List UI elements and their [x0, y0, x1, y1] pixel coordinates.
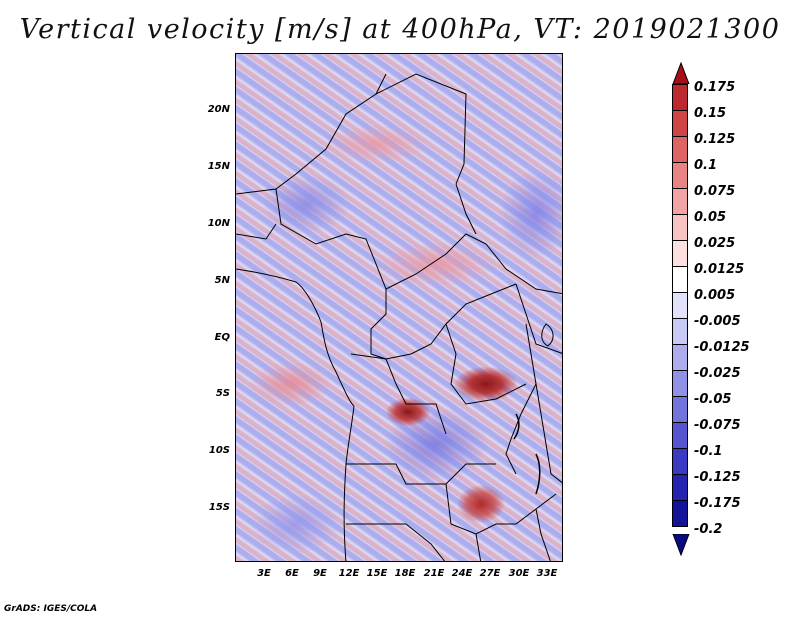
colorbar-top-arrow [672, 62, 690, 84]
colorbar-label: 0.05 [694, 210, 727, 225]
colorbar-swatch [672, 448, 688, 475]
colorbar-swatch [672, 318, 688, 345]
colorbar-bottom-arrow [672, 534, 690, 556]
colorbar-label: 0.025 [694, 236, 736, 251]
colorbar-swatch [672, 500, 688, 527]
colorbar-swatch [672, 266, 688, 293]
country-borders [236, 73, 562, 561]
colorbar-label: -0.005 [694, 314, 741, 329]
lon-tick-label: 9E [313, 568, 327, 579]
colorbar-swatch [672, 292, 688, 319]
lat-tick-label: EQ [214, 332, 230, 343]
colorbar-swatch [672, 370, 688, 397]
chart-title: Vertical velocity [m/s] at 400hPa, VT: 2… [19, 14, 781, 45]
colorbar-swatch [672, 474, 688, 501]
lon-tick-label: 33E [536, 568, 558, 579]
lon-tick-label: 18E [394, 568, 416, 579]
velocity-map [235, 53, 563, 562]
colorbar-label: 0.075 [694, 184, 736, 199]
lon-tick-label: 24E [451, 568, 473, 579]
colorbar-swatch [672, 344, 688, 371]
colorbar-label: -0.075 [694, 418, 741, 433]
colorbar-label: 0.175 [694, 80, 736, 95]
lat-tick-label: 5S [215, 388, 230, 399]
colorbar-label: -0.2 [694, 522, 723, 537]
grads-credit: GrADS: IGES/COLA [4, 604, 98, 614]
colorbar-swatch [672, 422, 688, 449]
lat-tick-label: 20N [207, 104, 230, 115]
colorbar-swatch [672, 396, 688, 423]
colorbar-label: 0.15 [694, 106, 727, 121]
lat-tick-label: 10S [208, 445, 230, 456]
lon-tick-label: 15E [366, 568, 388, 579]
colorbar-swatch [672, 240, 688, 267]
colorbar-label: -0.1 [694, 444, 723, 459]
colorbar-label: -0.025 [694, 366, 741, 381]
colorbar-swatch [672, 162, 688, 189]
colorbar-label: -0.125 [694, 470, 741, 485]
lon-tick-label: 12E [338, 568, 360, 579]
colorbar-label: -0.175 [694, 496, 741, 511]
lat-tick-label: 10N [207, 218, 230, 229]
colorbar-label: 0.1 [694, 158, 718, 173]
colorbar-label: 0.005 [694, 288, 736, 303]
colorbar-swatch [672, 84, 688, 111]
lon-tick-label: 6E [285, 568, 299, 579]
lat-tick-label: 5N [214, 275, 230, 286]
lon-tick-label: 21E [423, 568, 445, 579]
colorbar-label: -0.0125 [694, 340, 750, 355]
lon-tick-label: 3E [257, 568, 271, 579]
colorbar-label: -0.05 [694, 392, 732, 407]
lat-tick-label: 15N [207, 161, 230, 172]
colorbar-swatch [672, 110, 688, 137]
lon-tick-label: 30E [508, 568, 530, 579]
colorbar-label: 0.125 [694, 132, 736, 147]
lon-tick-label: 27E [479, 568, 501, 579]
colorbar-swatch [672, 136, 688, 163]
colorbar-label: 0.0125 [694, 262, 745, 277]
lat-tick-label: 15S [208, 502, 230, 513]
colorbar-swatch [672, 188, 688, 215]
colorbar-swatch [672, 214, 688, 241]
